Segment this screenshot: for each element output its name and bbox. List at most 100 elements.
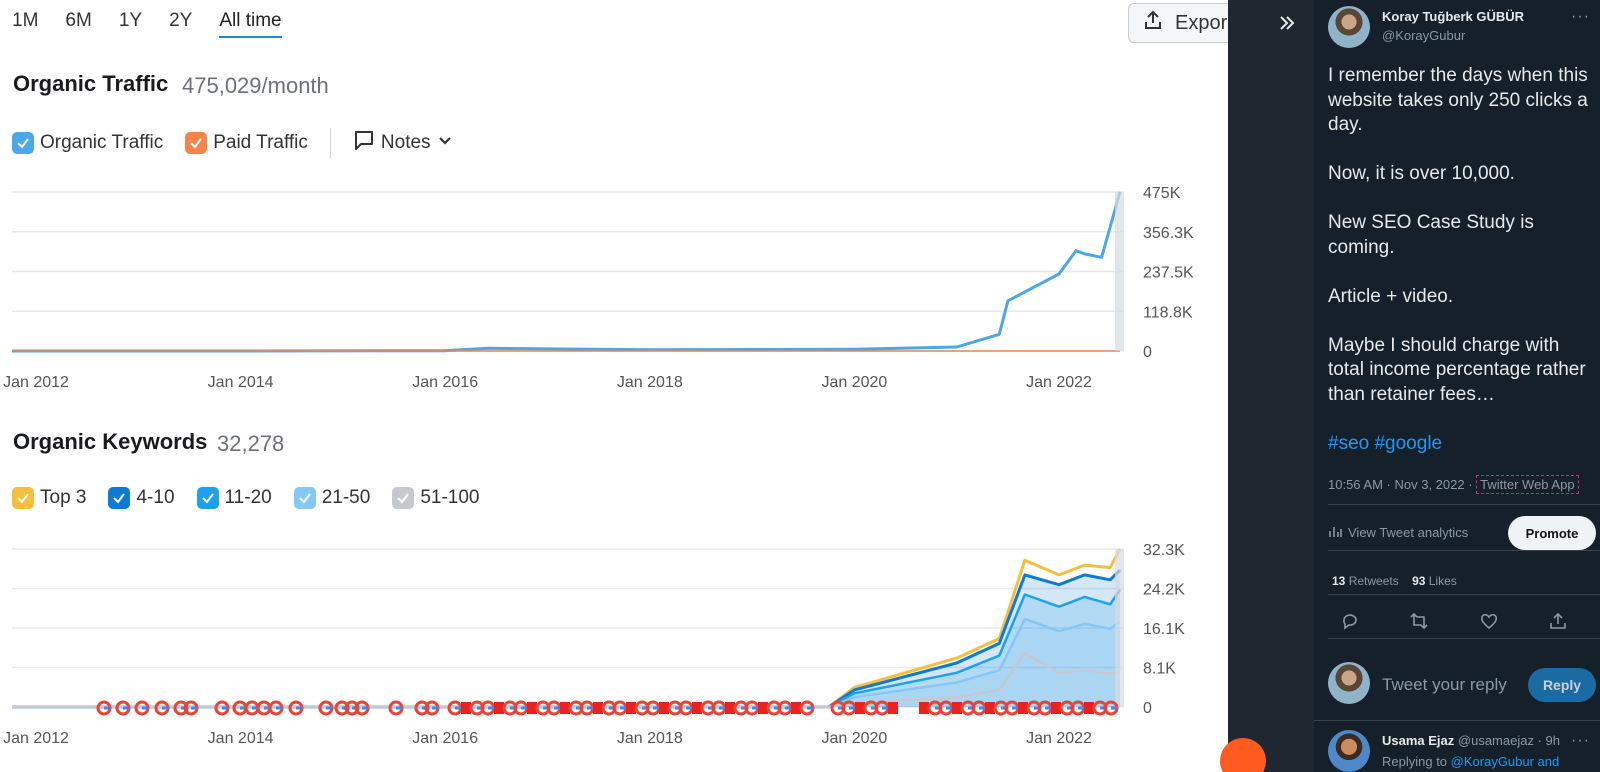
flag-icon xyxy=(952,702,962,714)
y-tick-label: 16.1K xyxy=(1143,621,1185,638)
tweet-source[interactable]: Twitter Web App xyxy=(1476,475,1579,494)
export-label: Expor xyxy=(1175,11,1228,34)
traffic-value: 475,029/month xyxy=(182,73,329,98)
flag-icon xyxy=(888,702,898,714)
avatar[interactable] xyxy=(1328,6,1370,48)
floating-action-icon[interactable] xyxy=(1220,738,1266,772)
tweet-line: I remember the days when this website ta… xyxy=(1328,65,1588,135)
divider xyxy=(1328,504,1600,505)
tweet-handle[interactable]: @KorayGubur xyxy=(1382,28,1466,43)
google-update-icon xyxy=(318,700,334,716)
tab-6m[interactable]: 6M xyxy=(65,10,92,31)
paid-traffic-label: Paid Traffic xyxy=(213,132,308,153)
flag-icon xyxy=(494,702,504,714)
checkbox-top-3[interactable]: Top 3 xyxy=(12,487,86,509)
tweet-hashtags[interactable]: #seo #google xyxy=(1328,432,1443,454)
divider xyxy=(329,128,331,158)
retweet-icon[interactable] xyxy=(1409,611,1431,633)
more-icon[interactable]: ··· xyxy=(1571,732,1590,749)
retweets-label[interactable]: Retweets xyxy=(1348,574,1399,588)
share-icon[interactable] xyxy=(1548,611,1570,633)
flag-icon xyxy=(560,702,570,714)
export-button[interactable]: Expor xyxy=(1128,3,1228,43)
google-update-icon xyxy=(268,700,284,716)
tab-1y[interactable]: 1Y xyxy=(118,10,143,31)
google-update-icon xyxy=(388,700,404,716)
like-icon[interactable] xyxy=(1479,611,1501,633)
flag-icon xyxy=(758,702,768,714)
tweet-line: Article + video. xyxy=(1328,285,1454,307)
tweet-actions xyxy=(1340,611,1570,633)
like-count[interactable]: 93 xyxy=(1412,574,1426,588)
traffic-legend: Organic Traffic Paid Traffic Notes xyxy=(12,128,453,158)
more-icon[interactable]: ··· xyxy=(1571,8,1590,25)
y-tick-label: 237.5K xyxy=(1143,265,1194,282)
legend-label: 11-20 xyxy=(224,487,272,508)
y-tick-label: 0 xyxy=(1143,344,1152,361)
tweet-time[interactable]: 10:56 AM · Nov 3, 2022 · xyxy=(1328,477,1477,492)
x-tick-label: Jan 2020 xyxy=(821,374,887,391)
side-strip xyxy=(1228,0,1314,772)
tweet-author[interactable]: Koray Tuğberk GÜBÜR xyxy=(1382,9,1525,24)
current-period-band xyxy=(1115,192,1124,351)
legend-label: 51-100 xyxy=(420,487,480,508)
reply-input[interactable]: Tweet your reply xyxy=(1382,675,1507,694)
tab-2y[interactable]: 2Y xyxy=(169,10,193,31)
x-tick-label: Jan 2022 xyxy=(1026,374,1092,391)
double-chevron-right-icon[interactable] xyxy=(1278,12,1296,38)
flag-icon xyxy=(659,702,669,714)
chevron-down-icon xyxy=(437,132,453,154)
current-period-band xyxy=(1115,549,1124,707)
check-icon xyxy=(12,132,34,154)
flag-icon xyxy=(593,702,603,714)
x-tick-label: Jan 2014 xyxy=(208,374,274,391)
flag-icon xyxy=(692,702,702,714)
replying-to: Replying to @KorayGubur and xyxy=(1382,754,1559,769)
y-tick-label: 356.3K xyxy=(1143,225,1194,242)
divider xyxy=(1314,720,1600,721)
google-update-icon xyxy=(96,700,112,716)
google-update-icon xyxy=(424,700,440,716)
comment-icon xyxy=(353,129,375,157)
checkbox-paid-traffic[interactable]: Paid Traffic xyxy=(185,132,308,154)
reply-button[interactable]: Reply xyxy=(1528,668,1596,702)
reply-meta: @usamaejaz · 9h xyxy=(1457,733,1560,748)
legend-label: 21-50 xyxy=(321,487,371,508)
traffic-title: Organic Traffic xyxy=(13,71,169,96)
tweet-counts: 13 Retweets 93 Likes xyxy=(1332,574,1457,588)
promote-button[interactable]: Promote xyxy=(1508,516,1596,550)
reply-author[interactable]: Usama Ejaz xyxy=(1382,733,1455,748)
x-tick-label: Jan 2012 xyxy=(3,374,69,391)
reply-icon[interactable] xyxy=(1340,611,1362,633)
tab-all-time[interactable]: All time xyxy=(219,10,282,38)
likes-label[interactable]: Likes xyxy=(1428,574,1457,588)
retweet-count[interactable]: 13 xyxy=(1332,574,1346,588)
series-area xyxy=(12,619,1120,707)
checkbox-21-50[interactable]: 21-50 xyxy=(293,487,371,509)
series-area xyxy=(12,570,1120,707)
flag-icon xyxy=(461,702,471,714)
legend-label: Top 3 xyxy=(40,487,87,508)
google-update-icon xyxy=(214,700,230,716)
check-icon xyxy=(196,487,219,509)
checkbox-11-20[interactable]: 11-20 xyxy=(196,487,272,509)
x-tick-label: Jan 2014 xyxy=(208,730,274,747)
organic-keywords-chart: 32.3K 24.2K 16.1K 8.1K 0 Jan 2012 Jan 2014 Jan … xyxy=(3,542,1185,747)
view-analytics-link[interactable]: View Tweet analytics xyxy=(1328,524,1468,541)
flag-icon xyxy=(1084,702,1094,714)
replying-prefix: Replying to xyxy=(1382,754,1451,769)
replying-to-link[interactable]: @KorayGubur and xyxy=(1450,754,1560,769)
bar-chart-icon xyxy=(1328,524,1342,541)
flag-icon xyxy=(791,702,801,714)
avatar[interactable] xyxy=(1328,730,1370,772)
flag-icon xyxy=(626,702,636,714)
checkbox-organic-traffic[interactable]: Organic Traffic xyxy=(12,132,163,154)
google-update-icon xyxy=(154,700,170,716)
divider xyxy=(1328,550,1600,551)
checkbox-4-10[interactable]: 4-10 xyxy=(108,487,175,509)
tab-1m[interactable]: 1M xyxy=(12,10,39,31)
checkbox-51-100[interactable]: 51-100 xyxy=(392,487,479,509)
notes-dropdown[interactable]: Notes xyxy=(353,129,453,157)
x-tick-label: Jan 2022 xyxy=(1026,730,1092,747)
organic-traffic-label: Organic Traffic xyxy=(40,132,164,153)
